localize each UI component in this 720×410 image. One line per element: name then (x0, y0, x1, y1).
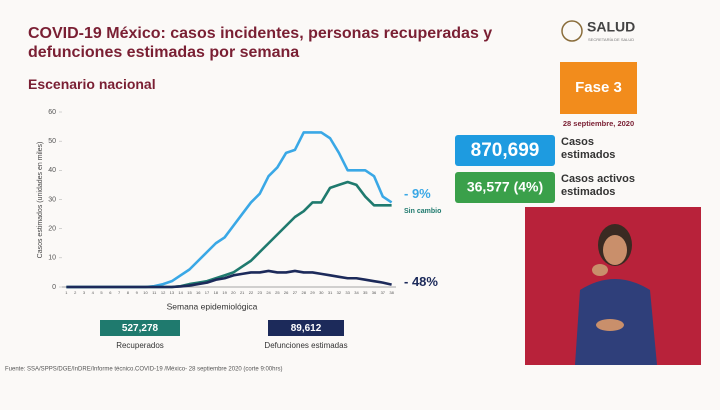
kpi-label: Casos activos estimados (561, 173, 635, 198)
annotation: Sin cambio (404, 208, 441, 215)
x-tick-label: 30 (319, 290, 324, 295)
kpi-label: Casos estimados (561, 136, 616, 161)
y-tick-label: 20 (48, 226, 56, 233)
kpi-box (455, 172, 555, 203)
x-tick-label: 24 (266, 290, 271, 295)
x-tick-label: 10 (143, 290, 148, 295)
annotation: - 48% (404, 274, 438, 289)
series-line (66, 269, 392, 289)
x-tick-label: 36 (372, 290, 377, 295)
x-tick-label: 19 (222, 290, 227, 295)
source: Fuente: SSA/SPPS/DGE/InDRE/Informe técni… (5, 367, 282, 373)
x-tick-label: 33 (345, 290, 350, 295)
x-tick-label: 27 (293, 290, 298, 295)
kpi-box (455, 135, 555, 166)
summary-box (100, 320, 180, 336)
x-tick-label: 2 (74, 290, 77, 295)
interpreter-face (603, 235, 627, 265)
chart-title: COVID-19 México: casos incidentes, perso… (28, 25, 493, 61)
x-axis-label: Semana epidemiológica (167, 301, 258, 311)
x-tick-label: 11 (152, 290, 157, 295)
x-tick-label: 34 (354, 290, 359, 295)
x-tick-label: 38 (389, 290, 394, 295)
x-tick-label: 21 (240, 290, 245, 295)
y-axis-label: Casos estimados (unidades en miles) (37, 142, 44, 259)
x-tick-label: 12 (161, 290, 166, 295)
x-tick-label: 13 (170, 290, 175, 295)
x-tick-label: 29 (310, 290, 315, 295)
summary-label: Recuperados (116, 341, 164, 350)
x-tick-label: 17 (205, 290, 210, 295)
kpi-label-box: Casos activos estimados (561, 173, 635, 198)
x-tick-label: 8 (127, 290, 130, 295)
logo-subtitle: SECRETARÍA DE SALUD (588, 37, 634, 42)
logo-emblem (561, 20, 583, 42)
x-tick-label: 3 (83, 290, 86, 295)
logo-name: SALUD (587, 19, 635, 35)
x-tick-label: 37 (381, 290, 386, 295)
x-tick-label: 26 (284, 290, 289, 295)
interpreter-hand (592, 264, 608, 276)
summary-value: 89,612 (291, 323, 322, 334)
x-tick-label: 28 (301, 290, 306, 295)
summary-value: 527,278 (122, 323, 159, 334)
x-tick-label: 14 (178, 290, 183, 295)
chart-subtitle: Escenario nacional (28, 76, 156, 92)
y-tick-label: 10 (48, 255, 56, 262)
phase-label: Fase 3 (575, 79, 622, 96)
summary-box (268, 320, 344, 336)
kpi-value: 870,699 (471, 140, 540, 161)
x-tick-label: 4 (92, 290, 95, 295)
series-line (66, 131, 393, 289)
y-tick-label: 40 (48, 167, 56, 174)
x-tick-label: 6 (109, 290, 112, 295)
kpi-value: 36,577 (4%) (467, 179, 543, 195)
x-tick-label: 25 (275, 290, 280, 295)
y-tick-label: 30 (48, 196, 56, 203)
x-tick-label: 7 (118, 290, 121, 295)
x-tick-label: 1 (65, 290, 68, 295)
x-tick-label: 16 (196, 290, 201, 295)
date: 28 septiembre, 2020 (563, 119, 634, 128)
x-tick-label: 9 (136, 290, 139, 295)
x-tick-label: 32 (337, 290, 342, 295)
y-tick-label: 60 (48, 109, 56, 116)
interpreter-hand (596, 319, 624, 331)
kpi-label-box: Casos estimados (561, 136, 616, 161)
y-tick-label: 50 (48, 138, 56, 145)
x-tick-label: 31 (328, 290, 333, 295)
x-tick-label: 18 (214, 290, 219, 295)
y-tick-label: 0 (52, 284, 56, 291)
series-line (66, 180, 392, 289)
phase-box (560, 62, 637, 114)
annotation: - 9% (404, 186, 431, 201)
summary-label: Defunciones estimadas (264, 341, 347, 350)
x-tick-label: 20 (231, 290, 236, 295)
x-tick-label: 5 (100, 290, 103, 295)
x-tick-label: 23 (258, 290, 263, 295)
x-tick-label: 15 (187, 290, 192, 295)
x-tick-label: 22 (249, 290, 254, 295)
x-tick-label: 35 (363, 290, 368, 295)
